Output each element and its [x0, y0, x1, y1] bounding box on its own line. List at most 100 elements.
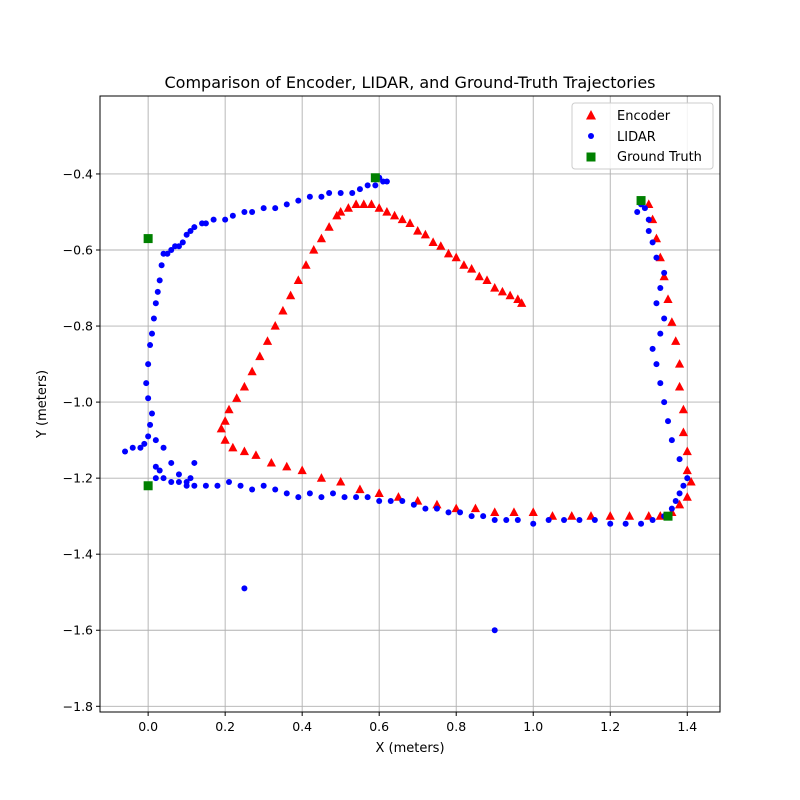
lidar-point — [661, 269, 668, 276]
encoder-point — [397, 214, 407, 224]
encoder-point — [678, 404, 689, 414]
y-tick-label: −1.0 — [63, 395, 93, 410]
encoder-point — [301, 260, 311, 269]
lidar-point — [295, 494, 302, 501]
encoder-point — [239, 446, 250, 456]
lidar-point — [187, 227, 194, 234]
lidar-point — [576, 516, 583, 523]
lidar-point — [306, 193, 313, 200]
encoder-point — [671, 336, 681, 345]
lidar-point — [148, 330, 155, 337]
ground-truth-point — [636, 196, 646, 206]
lidar-point — [306, 490, 313, 497]
encoder-point — [336, 476, 346, 486]
x-tick-label: 0.8 — [446, 719, 466, 734]
lidar-point — [649, 516, 656, 523]
encoder-point — [382, 206, 392, 216]
encoder-point — [351, 199, 361, 208]
x-axis-title: X (meters) — [375, 741, 444, 756]
encoder-point — [220, 416, 230, 425]
lidar-point — [480, 513, 487, 520]
lidar-point — [175, 478, 182, 485]
lidar-point — [356, 186, 363, 193]
lidar-point — [183, 478, 190, 485]
plot-area-frame — [99, 95, 721, 713]
lidar-point — [668, 505, 675, 512]
encoder-point — [490, 283, 500, 292]
lidar-point — [150, 315, 157, 322]
lidar-point — [152, 300, 159, 307]
encoder-point — [674, 359, 685, 368]
lidar-point — [622, 520, 629, 527]
axis-ticks: 0.0 0.2 0.4 0.6 0.8 1.0 1.2 1.4 −1.8 −1.6 −1.4 −1.2… — [63, 166, 698, 734]
encoder-point — [682, 465, 692, 475]
lidar-point — [337, 189, 344, 196]
lidar-point — [145, 433, 152, 440]
encoder-point — [343, 203, 353, 212]
lidar-point — [349, 189, 356, 196]
lidar-point — [154, 288, 161, 295]
lidar-point — [145, 361, 152, 368]
encoder-point — [355, 484, 365, 494]
lidar-point — [145, 395, 152, 402]
lidar-point — [122, 448, 129, 455]
lidar-point — [383, 178, 390, 185]
encoder-point — [420, 229, 431, 239]
lidar-point — [433, 505, 440, 512]
y-tick-label: −0.4 — [63, 166, 93, 181]
lidar-point — [591, 516, 598, 523]
lidar-point — [665, 418, 672, 425]
lidar-point — [237, 482, 244, 489]
lidar-point — [160, 444, 167, 451]
encoder-point — [224, 404, 234, 414]
lidar-point — [318, 494, 325, 501]
y-tick-label: −1.6 — [63, 623, 93, 638]
lidar-point — [210, 216, 217, 223]
x-tick-label: 0.4 — [292, 719, 312, 734]
lidar-point — [676, 490, 683, 497]
lidar-point — [168, 478, 175, 485]
encoder-point — [232, 393, 242, 402]
lidar-point — [649, 345, 656, 352]
y-tick-label: −1.4 — [63, 547, 93, 562]
lidar-point — [183, 231, 190, 238]
lidar-point — [634, 208, 641, 215]
lidar-point — [514, 516, 521, 523]
encoder-point — [332, 210, 342, 220]
encoder-point — [674, 381, 685, 391]
lidar-point — [226, 478, 233, 485]
lidar-point — [387, 497, 394, 504]
encoder-point — [278, 305, 288, 315]
ground-truth-point — [370, 173, 380, 183]
encoder-point — [682, 492, 692, 501]
lidar-point — [676, 456, 683, 463]
lidar-point — [191, 224, 198, 231]
lidar-point — [607, 520, 614, 527]
lidar-point — [152, 463, 159, 470]
lidar-point — [172, 243, 179, 250]
lidar-point — [364, 182, 371, 189]
lidar-point — [191, 482, 198, 489]
lidar-point — [329, 490, 336, 497]
lidar-point — [657, 285, 664, 292]
lidar-point — [191, 459, 198, 466]
encoder-point — [316, 473, 327, 482]
lidar-point — [318, 193, 325, 200]
encoder-point — [366, 199, 377, 208]
encoder-point — [663, 294, 673, 304]
encoder-point — [436, 241, 446, 250]
lidar-point — [638, 520, 645, 527]
lidar-point — [653, 361, 660, 368]
lidar-point — [137, 444, 144, 451]
encoder-point — [413, 225, 423, 235]
lidar-point — [645, 216, 652, 223]
lidar-point — [295, 197, 302, 204]
lidar-point — [503, 516, 510, 523]
lidar-point — [399, 497, 406, 504]
lidar-point — [372, 182, 379, 189]
lidar-point — [148, 410, 155, 417]
y-axis-title: Y (meters) — [35, 370, 50, 439]
encoder-point — [286, 290, 296, 300]
lidar-point — [158, 262, 165, 269]
lidar-point — [129, 444, 136, 451]
